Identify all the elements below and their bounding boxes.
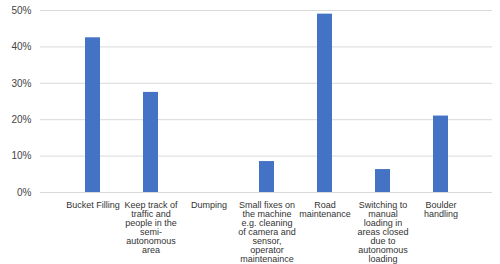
svg-text:30%: 30% — [11, 78, 31, 89]
svg-text:10%: 10% — [11, 150, 31, 161]
svg-text:0%: 0% — [17, 187, 32, 198]
svg-text:50%: 50% — [11, 5, 31, 16]
svg-text:Roadmaintenance: Roadmaintenance — [299, 200, 351, 219]
svg-text:20%: 20% — [11, 114, 31, 125]
svg-text:Keep track oftraffic andpeople: Keep track oftraffic andpeople in thesem… — [124, 200, 178, 255]
svg-text:Bucket Filling: Bucket Filling — [66, 200, 120, 210]
svg-text:Boulderhandling: Boulderhandling — [424, 200, 458, 219]
svg-text:Switching tomanualloading inar: Switching tomanualloading inareas closed… — [357, 200, 408, 264]
svg-text:40%: 40% — [11, 41, 31, 52]
svg-text:Dumping: Dumping — [191, 200, 227, 210]
svg-text:Small fixes onthe machinee.g.: Small fixes onthe machinee.g. cleaningof… — [238, 200, 296, 264]
